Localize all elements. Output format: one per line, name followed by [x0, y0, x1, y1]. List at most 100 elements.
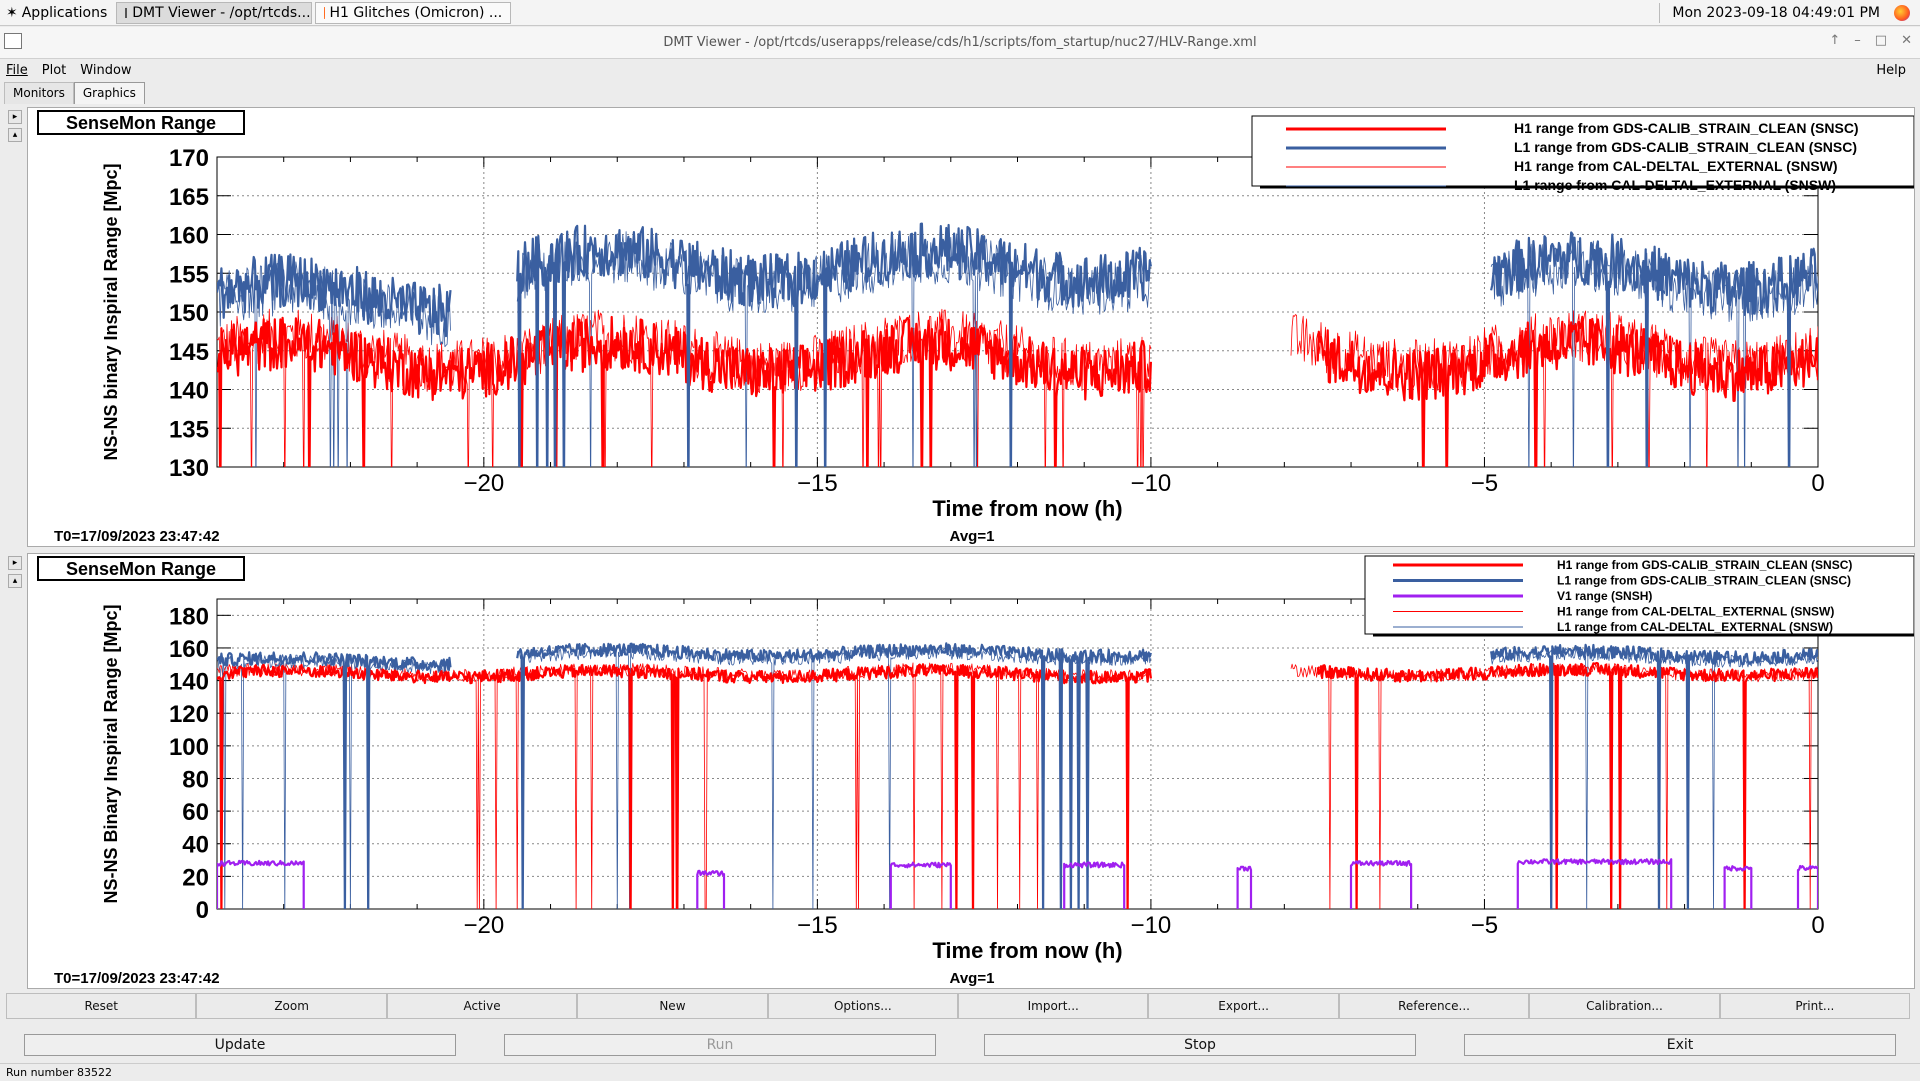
chart-title: SenseMon Range: [66, 559, 216, 579]
range-plot-top[interactable]: SenseMon Range 130 135 140 145 150 155 160 165 17…: [27, 107, 1915, 547]
y-tick-label: 135: [169, 416, 209, 443]
panel1-expand-button[interactable]: ▸: [8, 110, 22, 124]
tab-monitors[interactable]: Monitors: [4, 82, 74, 104]
y-tick-label: 155: [169, 261, 209, 288]
panel1-collapse-button[interactable]: ▴: [8, 128, 22, 142]
pin-icon[interactable]: ↑: [1829, 33, 1840, 48]
zoom-button[interactable]: Zoom: [196, 993, 386, 1019]
x-tick-label: −15: [797, 470, 838, 497]
y-tick-label: 100: [169, 734, 209, 761]
applications-icon: ✶: [6, 5, 18, 21]
clock[interactable]: Mon 2023-09-18 04:49:01 PM: [1672, 5, 1894, 21]
window-title: DMT Viewer - /opt/rtcds/userapps/release…: [0, 35, 1920, 50]
x-tick-label: −20: [463, 470, 504, 497]
view-tabs: Monitors Graphics: [4, 82, 145, 104]
y-tick-label: 160: [169, 223, 209, 250]
x-tick-label: −10: [1131, 470, 1172, 497]
taskbar-task-dmt-viewer[interactable]: DMT Viewer - /opt/rtcds...: [116, 2, 312, 24]
menu-plot[interactable]: Plot: [42, 63, 67, 78]
close-icon[interactable]: ✕: [1901, 33, 1912, 48]
print-button[interactable]: Print...: [1720, 993, 1910, 1019]
update-button[interactable]: Update: [24, 1034, 456, 1056]
chart-avg-label: Avg=1: [950, 970, 995, 987]
export-button[interactable]: Export...: [1148, 993, 1338, 1019]
legend-entry: V1 range (SNSH): [1557, 589, 1652, 603]
x-axis-label: Time from now (h): [932, 496, 1122, 521]
panel1-side-controls: ▸ ▴: [8, 110, 22, 142]
x-axis-label: Time from now (h): [932, 938, 1122, 963]
y-tick-label: 150: [169, 300, 209, 327]
x-tick-label: −15: [797, 912, 838, 939]
y-tick-label: 120: [169, 701, 209, 728]
active-button[interactable]: Active: [387, 993, 577, 1019]
taskbar: ✶ Applications DMT Viewer - /opt/rtcds..…: [0, 0, 1920, 26]
reference-button[interactable]: Reference...: [1339, 993, 1529, 1019]
menu-file[interactable]: File: [6, 63, 28, 78]
legend-entry: L1 range from GDS-CALIB_STRAIN_CLEAN (SN…: [1557, 574, 1851, 588]
y-tick-label: 60: [182, 799, 209, 826]
action-bar: Update Run Stop Exit: [24, 1034, 1896, 1056]
x-tick-label: −10: [1131, 912, 1172, 939]
taskbar-separator: [1659, 3, 1660, 23]
panel2-side-controls: ▸ ▴: [8, 556, 22, 588]
chart-title: SenseMon Range: [66, 113, 216, 133]
x-tick-label: −5: [1471, 912, 1498, 939]
y-tick-label: 180: [169, 603, 209, 630]
y-tick-label: 140: [169, 378, 209, 405]
y-tick-label: 140: [169, 669, 209, 696]
legend-entry: L1 range from CAL-DELTAL_EXTERNAL (SNSW): [1514, 177, 1836, 193]
y-tick-label: 130: [169, 455, 209, 482]
y-axis-label: NS-NS binary Inspiral Range [Mpc]: [101, 163, 121, 460]
minimize-icon[interactable]: –: [1854, 33, 1861, 48]
y-axis-label: NS-NS Binary Inspiral Range [Mpc]: [101, 604, 121, 903]
status-bar: Run number 83522: [0, 1063, 1920, 1080]
window-icon: [125, 8, 127, 18]
x-tick-label: −20: [463, 912, 504, 939]
y-tick-label: 40: [182, 832, 209, 859]
x-tick-label: 0: [1811, 470, 1824, 497]
taskbar-task-h1-glitches[interactable]: H1 Glitches (Omicron) ...: [315, 2, 511, 24]
y-tick-label: 160: [169, 636, 209, 663]
chart-t0-label: T0=17/09/2023 23:47:42: [54, 528, 220, 545]
options-button[interactable]: Options...: [768, 993, 958, 1019]
tab-graphics[interactable]: Graphics: [74, 82, 145, 104]
reset-button[interactable]: Reset: [6, 993, 196, 1019]
panel2-expand-button[interactable]: ▸: [8, 556, 22, 570]
legend-entry: L1 range from CAL-DELTAL_EXTERNAL (SNSW): [1557, 620, 1833, 634]
chart-t0-label: T0=17/09/2023 23:47:42: [54, 970, 220, 987]
maximize-icon[interactable]: □: [1875, 33, 1887, 48]
legend-entry: H1 range from GDS-CALIB_STRAIN_CLEAN (SN…: [1514, 120, 1859, 136]
range-chart-bottom[interactable]: SenseMon Range020406080100120140160180−2…: [28, 554, 1914, 988]
task-label: DMT Viewer - /opt/rtcds...: [132, 5, 310, 21]
y-tick-label: 165: [169, 184, 209, 211]
calibration-button[interactable]: Calibration...: [1529, 993, 1719, 1019]
x-tick-label: −5: [1471, 470, 1498, 497]
run-button[interactable]: Run: [504, 1034, 936, 1056]
menu-window[interactable]: Window: [80, 63, 131, 78]
window-titlebar[interactable]: DMT Viewer - /opt/rtcds/userapps/release…: [0, 27, 1920, 59]
legend-entry: H1 range from CAL-DELTAL_EXTERNAL (SNSW): [1514, 158, 1838, 174]
chart-avg-label: Avg=1: [950, 528, 995, 545]
range-chart-top[interactable]: SenseMon Range 130 135 140 145 150 155 160 165 17…: [28, 108, 1914, 546]
panel2-collapse-button[interactable]: ▴: [8, 574, 22, 588]
stop-button[interactable]: Stop: [984, 1034, 1416, 1056]
y-tick-label: 80: [182, 766, 209, 793]
plot-toolbar: Reset Zoom Active New Options... Import.…: [6, 993, 1910, 1019]
menu-bar: File Plot Window Help: [0, 60, 1920, 80]
exit-button[interactable]: Exit: [1464, 1034, 1896, 1056]
legend-entry: H1 range from GDS-CALIB_STRAIN_CLEAN (SN…: [1557, 558, 1852, 572]
import-button[interactable]: Import...: [958, 993, 1148, 1019]
applications-menu[interactable]: ✶ Applications: [0, 0, 113, 26]
legend-entry: L1 range from GDS-CALIB_STRAIN_CLEAN (SN…: [1514, 139, 1857, 155]
x-tick-label: 0: [1811, 912, 1824, 939]
new-button[interactable]: New: [577, 993, 767, 1019]
y-tick-label: 170: [169, 145, 209, 172]
task-label: H1 Glitches (Omicron) ...: [329, 5, 502, 21]
menu-help[interactable]: Help: [1876, 63, 1906, 78]
applications-label: Applications: [22, 5, 108, 21]
legend-entry: H1 range from CAL-DELTAL_EXTERNAL (SNSW): [1557, 605, 1834, 619]
firefox-tray-icon[interactable]: [1894, 5, 1910, 21]
y-tick-label: 145: [169, 339, 209, 366]
y-tick-label: 0: [196, 897, 209, 924]
